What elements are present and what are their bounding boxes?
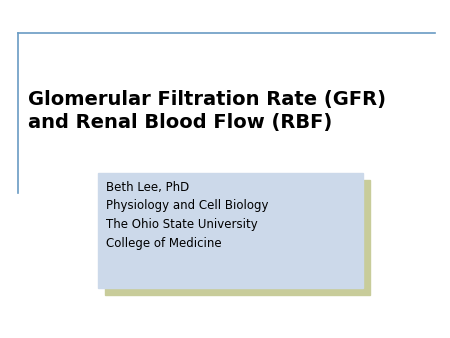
- Text: Glomerular Filtration Rate (GFR)
and Renal Blood Flow (RBF): Glomerular Filtration Rate (GFR) and Ren…: [28, 90, 386, 132]
- FancyBboxPatch shape: [105, 180, 370, 295]
- FancyBboxPatch shape: [98, 173, 363, 288]
- Text: Beth Lee, PhD
Physiology and Cell Biology
The Ohio State University
College of M: Beth Lee, PhD Physiology and Cell Biolog…: [106, 181, 269, 249]
